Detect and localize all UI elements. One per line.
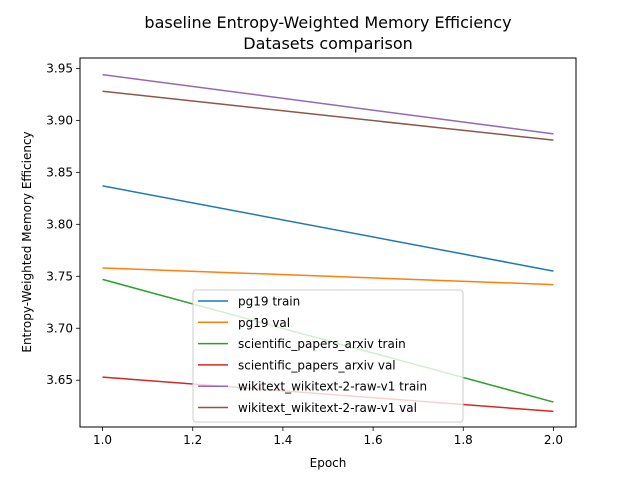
legend-items: pg19 train pg19 val scientific_papers_arxi… (198, 295, 427, 415)
y-tick-label: 3.85 (46, 165, 73, 179)
y-tick-label: 3.70 (46, 321, 73, 335)
series-line-1 (102, 185, 554, 272)
series-line-6 (102, 90, 554, 141)
legend-label: scientific_papers_arxiv val (238, 358, 396, 372)
y-tick-label: 3.75 (46, 269, 73, 283)
x-axis-label: Epoch (310, 456, 347, 470)
x-tick-label: 1.6 (364, 433, 383, 447)
x-tick-label: 2.0 (544, 433, 563, 447)
y-axis-label: Entropy-Weighted Memory Efficiency (20, 131, 34, 352)
x-tick-label: 1.2 (183, 433, 202, 447)
legend-label: pg19 val (238, 316, 290, 330)
chart-subtitle: Datasets comparison (243, 34, 413, 53)
legend-box (192, 289, 464, 423)
y-tick-label: 3.65 (46, 373, 73, 387)
x-tick-label: 1.8 (454, 433, 473, 447)
legend-label: wikitext_wikitext-2-raw-v1 train (238, 380, 427, 394)
y-tick-label: 3.90 (46, 113, 73, 127)
series-line-2 (102, 267, 554, 286)
legend-label: scientific_papers_arxiv train (238, 337, 406, 351)
legend: pg19 train pg19 val scientific_papers_arxi… (192, 289, 464, 423)
x-tick-label: 1.0 (93, 433, 112, 447)
y-tick-label: 3.80 (46, 217, 73, 231)
plot-frame (79, 57, 577, 428)
y-tick-label: 3.95 (46, 61, 73, 75)
chart-title: baseline Entropy-Weighted Memory Efficie… (144, 13, 511, 32)
series-line-5 (102, 73, 554, 135)
legend-label: wikitext_wikitext-2-raw-v1 val (238, 401, 417, 415)
x-tick-label: 1.4 (273, 433, 292, 447)
legend-label: pg19 train (238, 295, 300, 309)
tick-layer: 1.0 1.2 1.4 1.6 1.8 2.0 3.65 3.70 3.75 3.80 3.85 3.… (46, 61, 563, 447)
